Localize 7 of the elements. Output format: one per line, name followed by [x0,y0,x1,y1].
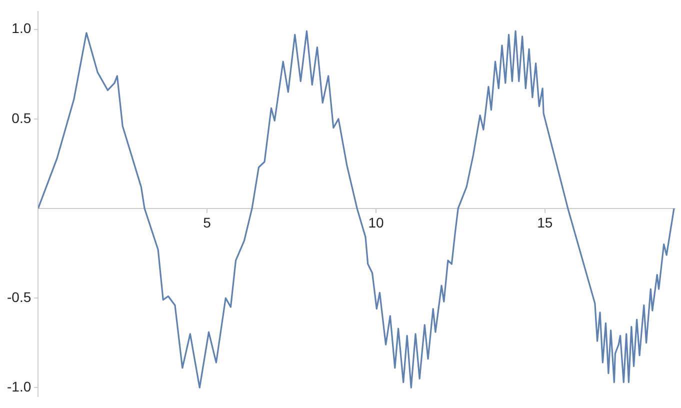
y-tick-label: 1.0 [12,20,32,36]
y-tick-label: -1.0 [7,378,32,394]
x-tick-label: 5 [203,214,212,231]
x-tick-label: 10 [368,214,384,231]
y-tick-label: -0.5 [7,288,32,305]
x-tick-label: 15 [537,214,553,231]
y-tick-label: 0.5 [12,110,32,126]
